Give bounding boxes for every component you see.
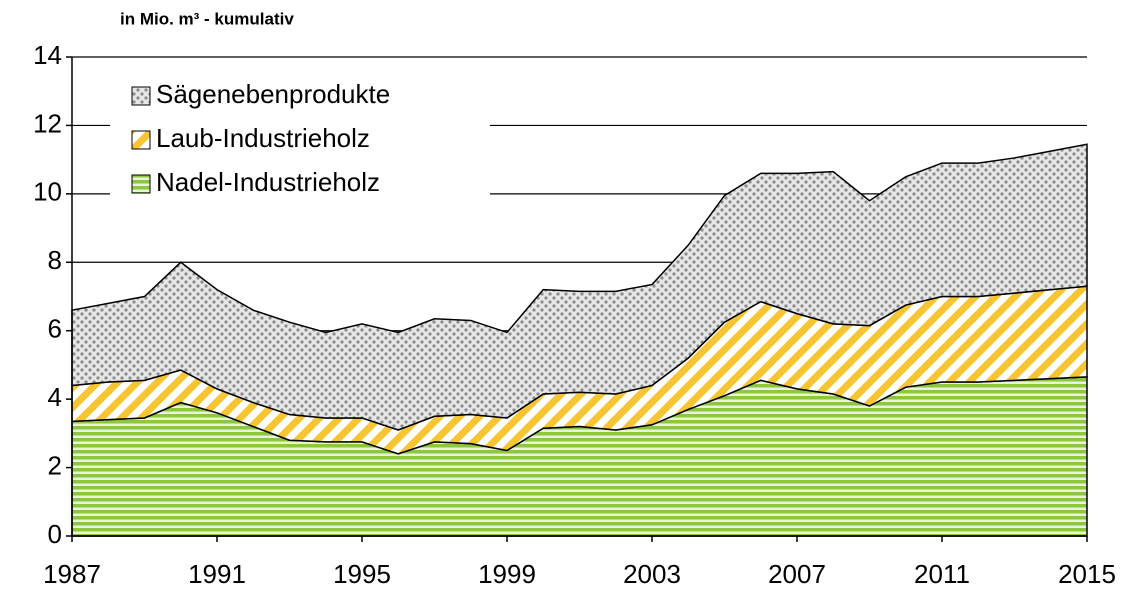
area: [71, 143, 1088, 431]
x-tick-label: 1999: [478, 559, 536, 589]
y-tick-label: 0: [48, 519, 62, 549]
y-tick-label: 6: [48, 314, 62, 344]
x-tick-label: 2015: [1058, 559, 1116, 589]
y-tick-label: 12: [33, 108, 62, 138]
legend-swatch: [131, 130, 151, 150]
legend-label: Sägenebenprodukte: [156, 79, 390, 109]
x-tick-label: 2011: [914, 559, 970, 589]
y-tick-label: 2: [48, 450, 62, 480]
y-tick-label: 14: [33, 40, 62, 70]
x-tick-label: 2003: [623, 559, 681, 589]
legend-swatch: [131, 174, 151, 194]
y-tick-label: 10: [33, 177, 62, 207]
x-tick-label: 1995: [333, 559, 391, 589]
y-tick-label: 8: [48, 245, 62, 275]
x-tick-label: 2007: [768, 559, 826, 589]
legend-swatch: [131, 86, 151, 106]
legend-label: Laub-Industrieholz: [156, 123, 370, 153]
legend-bg: [110, 72, 490, 212]
x-tick-label: 1991: [188, 559, 246, 589]
x-tick-label: 1987: [43, 559, 101, 589]
legend-label: Nadel-Industrieholz: [156, 167, 380, 197]
y-tick-label: 4: [48, 382, 62, 412]
chart-subtitle: in Mio. m³ - kumulativ: [120, 9, 294, 28]
